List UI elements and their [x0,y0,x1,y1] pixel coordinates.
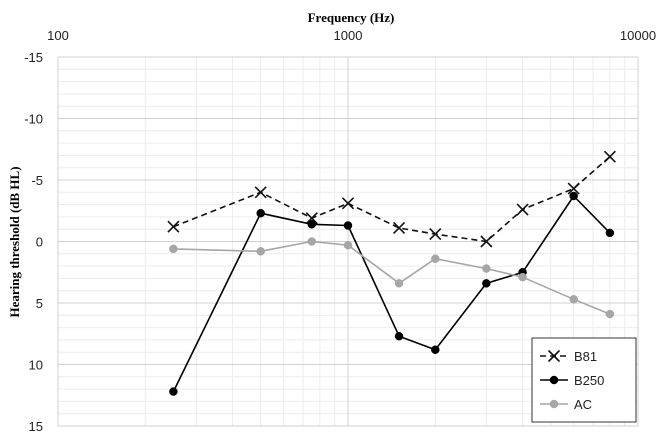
x-tick-labels: 100 1000 10000 [47,28,656,43]
data-point-ac [518,272,527,282]
legend-marker-b250 [549,375,559,385]
y-tick-label: 0 [36,235,43,250]
series-b81 [167,150,616,248]
x-tick-label: 10000 [620,28,656,43]
series-b250 [169,191,615,396]
data-point-b81 [341,197,355,210]
y-tick-label: 5 [36,296,43,311]
data-point-b81 [603,150,616,163]
y-tick-label: 10 [29,358,43,373]
legend-marker-ac [549,399,559,409]
data-point-b81 [480,235,493,248]
legend-marker-b81 [547,349,561,363]
y-tick-label: 15 [29,419,43,434]
data-point-ac [307,237,317,246]
data-point-b250 [256,208,265,218]
x-tick-label: 100 [47,28,69,43]
legend-label-ac: AC [574,397,592,412]
data-point-b81 [516,203,529,216]
y-axis-title: Hearing threshold (dB HL) [7,166,22,317]
data-point-b250 [307,220,317,229]
series-line-b81 [173,156,611,243]
data-point-b250 [394,331,404,341]
data-point-b81 [305,212,318,225]
data-point-ac [394,279,404,288]
data-point-b250 [605,228,615,238]
data-point-b81 [567,182,580,195]
data-point-ac [605,309,615,319]
y-tick-label: -15 [24,50,43,65]
series-ac [169,237,615,319]
data-point-b81 [393,221,406,235]
legend: B81 B250 AC [531,337,637,423]
data-point-ac [256,247,265,256]
data-point-ac [343,240,353,250]
x-tick-label: 1000 [334,28,363,43]
data-point-b250 [169,387,178,396]
data-point-b81 [429,228,442,241]
data-point-ac [569,295,578,304]
series-line-b250 [172,195,611,392]
legend-label-b250: B250 [574,373,604,388]
data-point-b81 [254,186,267,199]
data-point-ac [482,264,491,273]
data-point-b250 [431,345,440,354]
series-line-ac [173,240,611,315]
data-point-b250 [482,279,491,288]
data-point-b250 [569,191,578,201]
data-point-ac [169,244,178,254]
x-axis-title: Frequency (Hz) [308,10,395,25]
data-point-ac [431,254,440,263]
data-point-b250 [343,221,353,230]
y-tick-labels: -15 -10 -5 0 5 10 15 [24,50,43,434]
y-tick-label: -10 [24,112,43,127]
y-tick-label: -5 [31,173,43,188]
data-point-b81 [167,220,180,233]
legend-label-b81: B81 [574,349,597,364]
series-layer [167,150,616,396]
